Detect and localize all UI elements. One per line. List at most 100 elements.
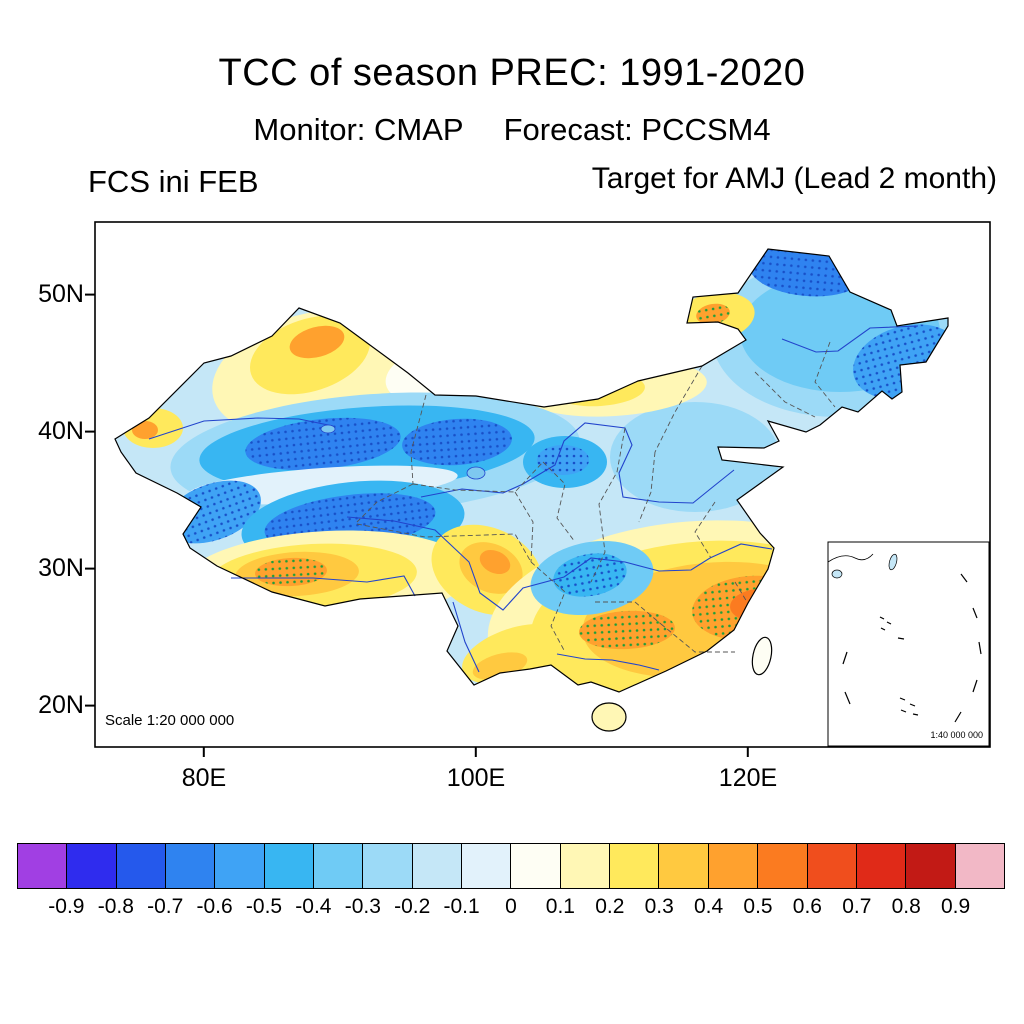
colorbar-box-3 xyxy=(166,844,216,888)
colorbar-tick-label: 0 xyxy=(505,895,517,918)
mekong-river xyxy=(452,601,480,673)
colorbar-box-12 xyxy=(610,844,660,888)
colorbar-tick-label: -0.6 xyxy=(196,895,233,918)
inset-dash-line xyxy=(842,573,982,723)
inset-coastline xyxy=(827,553,874,563)
tarim-river xyxy=(148,417,334,440)
forecast-label: Forecast: PCCSM4 xyxy=(503,112,771,147)
colorbar-box-19 xyxy=(955,844,1004,888)
colorbar: -0.9 -0.8 -0.7 -0.6 -0.5 -0.4 -0.3 -0.2 -0.1 0 0.1… xyxy=(17,843,1005,923)
songhua-river xyxy=(781,325,919,353)
colorbar-labels: -0.9 -0.8 -0.7 -0.6 -0.5 -0.4 -0.3 -0.2 -0.1 0 0.1… xyxy=(17,895,1005,923)
colorbar-tick-label: -0.8 xyxy=(97,895,134,918)
tcc-region xyxy=(165,480,261,544)
colorbar-tick-label: 0.5 xyxy=(743,895,773,918)
province-borders-layer xyxy=(356,341,836,653)
map-panel: Scale 1:20 000 000 xyxy=(85,221,991,757)
tcc-region xyxy=(696,303,730,325)
colorbar-box-13 xyxy=(659,844,709,888)
pearl-river xyxy=(556,653,660,671)
inset-taiwan xyxy=(888,553,898,571)
province-border xyxy=(514,491,534,563)
colorbar-box-1 xyxy=(67,844,117,888)
colorbar-box-0 xyxy=(18,844,68,888)
colorbar-tick-label: -0.2 xyxy=(394,895,431,918)
hainan-island-outline xyxy=(591,702,627,732)
tcc-region xyxy=(289,325,345,359)
lop-lake xyxy=(320,424,336,434)
ytick-50N: 50N xyxy=(38,280,84,308)
colorbar-tick-label: 0.8 xyxy=(891,895,921,918)
province-border xyxy=(734,581,748,603)
colorbar-tick-label: 0.4 xyxy=(693,895,724,918)
colorbar-tick-label: 0.3 xyxy=(644,895,674,918)
colorbar-box-6 xyxy=(314,844,364,888)
province-border xyxy=(590,427,626,583)
init-label: FCS ini FEB xyxy=(88,164,259,199)
colorbar-box-14 xyxy=(708,844,759,888)
colorbar-tick-label: -0.4 xyxy=(295,895,332,918)
tcc-region xyxy=(749,634,775,678)
province-border xyxy=(356,483,414,523)
xtick-80E: 80E xyxy=(181,764,227,792)
colorbar-box-7 xyxy=(363,844,413,888)
colorbar-tick-label: 0.9 xyxy=(940,895,971,918)
province-border xyxy=(754,371,816,418)
colorbar-tick-label: -0.5 xyxy=(245,895,283,918)
province-border xyxy=(638,451,656,523)
colorbar-tick-label: -0.9 xyxy=(48,895,85,918)
colorbar-boxes xyxy=(17,843,1005,889)
province-border xyxy=(814,341,836,408)
colorbar-box-2 xyxy=(116,844,167,888)
colorbar-box-18 xyxy=(906,844,956,888)
xtick-120E: 120E xyxy=(718,764,778,792)
province-border xyxy=(654,365,703,453)
ytick-30N: 30N xyxy=(38,554,84,582)
colorbar-tick-label: 0.7 xyxy=(842,895,872,918)
colorbar-box-17 xyxy=(856,844,907,888)
tcc-region xyxy=(132,421,158,439)
colorbar-tick-label: -0.7 xyxy=(147,895,184,918)
colorbar-box-4 xyxy=(215,844,265,888)
colorbar-tick-label: 0.6 xyxy=(792,895,822,918)
china-outline-layer xyxy=(114,248,949,732)
taiwan-island-outline xyxy=(751,636,773,676)
province-border xyxy=(412,461,544,493)
tcc-region xyxy=(255,557,327,587)
axis-ticks xyxy=(85,293,749,757)
province-border xyxy=(694,501,716,559)
province-border xyxy=(410,394,427,485)
colorbar-tick-label: 0.1 xyxy=(545,895,575,918)
inset-frame xyxy=(827,541,990,747)
map-scale-label: Scale 1:20 000 000 xyxy=(105,712,234,729)
province-border xyxy=(530,561,566,653)
yangtze-river xyxy=(346,516,773,611)
tcc-region xyxy=(479,549,511,575)
tcc-region xyxy=(402,418,512,466)
inset-scale-label: 1:40 000 000 xyxy=(930,730,983,740)
colorbar-box-10 xyxy=(511,844,561,888)
province-border xyxy=(660,623,735,653)
inset-hainan xyxy=(831,569,843,579)
colorbar-tick-label: -0.3 xyxy=(344,895,381,918)
province-border xyxy=(542,461,576,543)
tcc-region xyxy=(245,417,401,471)
colorbar-box-11 xyxy=(560,844,611,888)
monitor-label: Monitor: CMAP xyxy=(253,112,464,147)
plot-frame xyxy=(94,221,991,748)
inset-islands xyxy=(879,616,919,716)
target-label: Target for AMJ (Lead 2 month) xyxy=(591,162,997,195)
tcc-region xyxy=(591,702,627,731)
tcc-region xyxy=(553,553,627,597)
figure-subtitle: Monitor: CMAP Forecast: PCCSM4 xyxy=(0,112,1024,148)
brahmaputra-river xyxy=(231,575,416,597)
colorbar-tick-label: 0.2 xyxy=(595,895,625,918)
colorbar-box-8 xyxy=(412,844,463,888)
qinghai-lake xyxy=(466,466,486,480)
province-border xyxy=(595,601,662,625)
colorbar-tick-label: -0.1 xyxy=(443,895,480,918)
colorbar-box-16 xyxy=(807,844,857,888)
colorbar-box-15 xyxy=(758,844,808,888)
tcc-region xyxy=(579,610,675,650)
